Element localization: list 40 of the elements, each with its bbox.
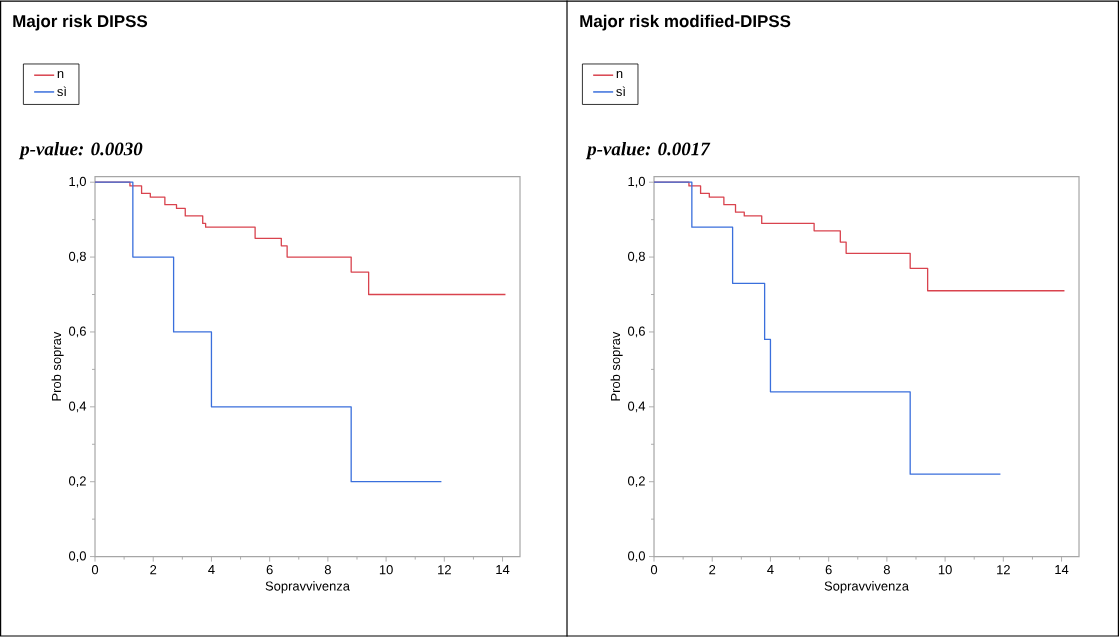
- x-tick-label: 14: [1055, 565, 1069, 574]
- x-tick-label: 12: [997, 565, 1010, 575]
- x-tick-label: 4: [767, 565, 774, 574]
- x-tick-label: 4: [208, 565, 215, 574]
- legend-label: n: [57, 70, 64, 78]
- x-tick-label: 10: [938, 565, 952, 575]
- legend-label: n: [616, 70, 623, 78]
- x-tick-label: 8: [883, 565, 890, 575]
- x-axis-title: Sopravvivenza: [824, 581, 909, 594]
- x-tick-label: 12: [438, 565, 451, 575]
- y-tick-label: 0,0: [68, 551, 86, 562]
- y-tick-label: 0,6: [627, 326, 645, 338]
- x-tick-label: 6: [825, 565, 832, 575]
- legend-label: sì: [616, 86, 626, 96]
- y-tick-label: 1,0: [69, 176, 86, 188]
- y-tick-label: 0,4: [68, 401, 87, 413]
- x-tick-label: 14: [496, 565, 510, 574]
- text: p-value: 0.0030: [18, 141, 143, 160]
- x-tick-label: 8: [324, 565, 331, 575]
- x-tick-label: 2: [150, 565, 157, 575]
- y-tick-label: 1,0: [628, 176, 645, 188]
- x-tick-label: 6: [266, 565, 273, 575]
- y-tick-label: 0,6: [68, 326, 86, 338]
- x-axis-title: Sopravvivenza: [265, 581, 350, 594]
- y-tick-label: 0,8: [627, 251, 645, 263]
- text: p-value: 0.0017: [585, 141, 711, 160]
- y-tick-label: 0,4: [627, 401, 646, 413]
- x-tick-label: 2: [709, 565, 716, 575]
- x-tick-label: 0: [650, 565, 658, 575]
- y-tick-label: 0,0: [627, 551, 645, 562]
- y-tick-label: 0,2: [627, 476, 645, 487]
- chart-title: Major risk modified-DIPSS: [580, 14, 791, 31]
- x-tick-label: 10: [379, 565, 393, 575]
- y-tick-label: 0,8: [68, 251, 86, 263]
- y-axis-title: Prob soprav: [610, 331, 623, 401]
- x-tick-label: 0: [91, 565, 99, 575]
- chart-title: Major risk DIPSS: [13, 14, 148, 31]
- y-tick-label: 0,2: [68, 476, 86, 487]
- legend-label: sì: [57, 86, 67, 96]
- y-axis-title: Prob soprav: [51, 331, 64, 401]
